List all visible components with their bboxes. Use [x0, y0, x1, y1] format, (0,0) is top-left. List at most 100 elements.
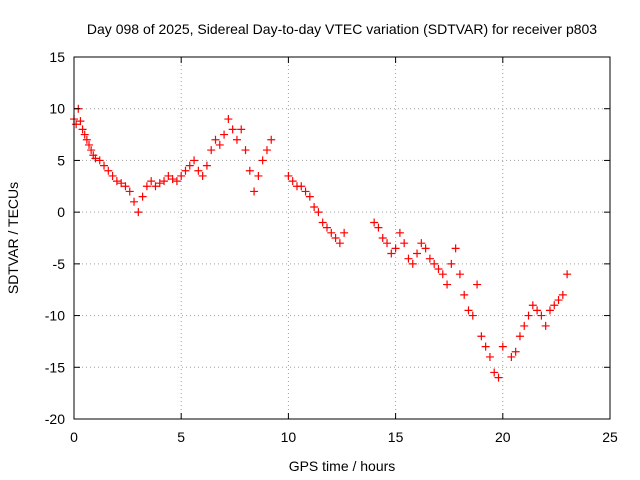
data-point — [95, 156, 104, 165]
data-point — [404, 254, 413, 263]
data-point — [177, 171, 186, 180]
data-point — [408, 259, 417, 268]
data-point — [185, 161, 194, 170]
y-tick-label: -15 — [45, 359, 65, 375]
ticks-layer: 0 5 10 15 20 25 -20 -15 -10 -5 0 5 10 15 — [45, 49, 618, 445]
data-point — [387, 249, 396, 258]
data-point — [322, 223, 331, 232]
data-point — [207, 146, 216, 155]
data-point — [108, 171, 117, 180]
data-point — [104, 166, 113, 175]
data-point — [151, 182, 160, 191]
data-point — [160, 177, 169, 186]
data-point — [172, 177, 181, 186]
x-tick-label: 5 — [177, 429, 185, 445]
data-point — [417, 239, 426, 248]
data-point — [76, 117, 85, 126]
data-point — [224, 115, 233, 124]
x-tick-label: 10 — [281, 429, 297, 445]
data-point — [533, 306, 542, 315]
y-tick-label: -10 — [45, 308, 65, 324]
data-point — [370, 218, 379, 227]
data-point — [421, 244, 430, 253]
data-point — [515, 332, 524, 341]
data-point — [314, 208, 323, 217]
data-point — [297, 182, 306, 191]
y-tick-label: -5 — [53, 256, 66, 272]
data-point — [80, 130, 89, 139]
data-point — [430, 259, 439, 268]
data-point — [335, 239, 344, 248]
x-tick-label: 20 — [495, 429, 511, 445]
data-point — [558, 290, 567, 299]
data-point — [245, 166, 254, 175]
data-point — [528, 301, 537, 310]
data-point — [130, 197, 139, 206]
y-tick-label: -20 — [45, 411, 65, 427]
data-point — [301, 187, 310, 196]
data-point — [413, 249, 422, 258]
data-point — [237, 125, 246, 134]
data-point — [485, 352, 494, 361]
data-point — [228, 125, 237, 134]
data-point — [134, 208, 143, 217]
x-tick-label: 15 — [388, 429, 404, 445]
data-point — [305, 192, 314, 201]
data-point — [181, 166, 190, 175]
data-point — [438, 270, 447, 279]
grid-layer — [74, 57, 610, 419]
data-point — [258, 156, 267, 165]
data-point — [85, 140, 94, 149]
data-point — [254, 171, 263, 180]
data-point — [100, 161, 109, 170]
data-point — [443, 280, 452, 289]
data-point — [464, 306, 473, 315]
data-point — [391, 244, 400, 253]
data-point — [520, 321, 529, 330]
data-point — [327, 228, 336, 237]
data-point — [310, 202, 319, 211]
data-point — [117, 179, 126, 188]
data-point — [78, 125, 87, 134]
data-point — [194, 166, 203, 175]
y-axis-label: SDTVAR / TECUs — [5, 182, 21, 294]
data-point — [198, 171, 207, 180]
data-point — [498, 342, 507, 351]
data-point — [460, 290, 469, 299]
data-point — [155, 179, 164, 188]
data-point — [112, 177, 121, 186]
data-point — [82, 135, 91, 144]
data-point — [541, 321, 550, 330]
points-layer — [70, 104, 572, 382]
data-point — [473, 280, 482, 289]
data-point — [455, 270, 464, 279]
data-point — [511, 347, 520, 356]
plot-frame — [73, 56, 611, 420]
data-point — [331, 234, 340, 242]
y-tick-label: 10 — [49, 101, 65, 117]
data-point — [451, 244, 460, 253]
data-point — [550, 301, 559, 310]
data-point — [434, 265, 443, 274]
data-point — [378, 234, 387, 242]
data-point — [554, 296, 563, 305]
data-point — [383, 239, 392, 248]
data-point — [72, 120, 81, 129]
data-point — [481, 342, 490, 351]
data-point — [142, 182, 151, 191]
data-point — [168, 175, 177, 184]
data-point — [395, 228, 404, 237]
data-point — [232, 135, 241, 144]
x-axis-label: GPS time / hours — [289, 458, 396, 474]
data-point — [262, 146, 271, 155]
data-point — [318, 218, 327, 227]
x-tick-label: 25 — [602, 429, 618, 445]
data-point — [340, 228, 349, 237]
data-point — [164, 171, 173, 180]
data-point — [138, 192, 147, 201]
y-tick-label: 5 — [57, 152, 65, 168]
data-point — [524, 311, 533, 320]
y-tick-label: 0 — [57, 204, 65, 220]
